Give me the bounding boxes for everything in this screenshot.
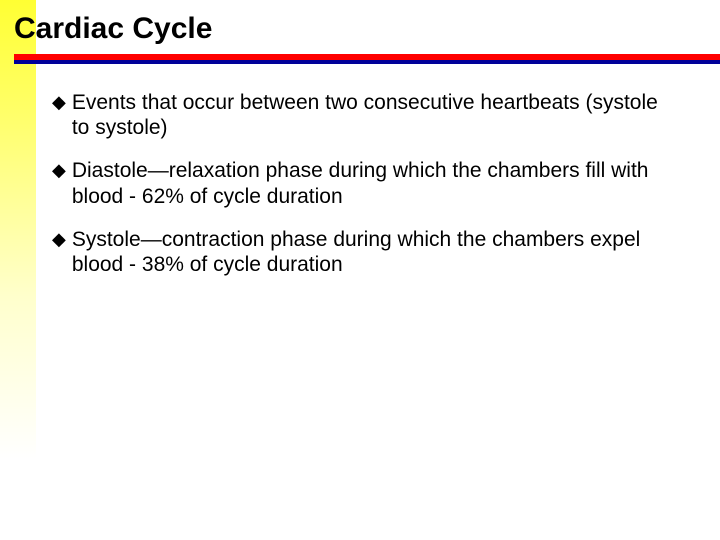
title-area: Cardiac Cycle: [0, 0, 720, 64]
bullet-item: ◆ Events that occur between two consecut…: [52, 90, 680, 140]
bullet-text: Systole—contraction phase during which t…: [72, 227, 680, 277]
diamond-bullet-icon: ◆: [52, 90, 66, 114]
bullet-item: ◆ Systole—contraction phase during which…: [52, 227, 680, 277]
title-divider: [14, 54, 720, 64]
diamond-bullet-icon: ◆: [52, 158, 66, 182]
diamond-bullet-icon: ◆: [52, 227, 66, 251]
bullet-text: Events that occur between two consecutiv…: [72, 90, 680, 140]
slide-title: Cardiac Cycle: [14, 12, 720, 46]
bullet-item: ◆ Diastole—relaxation phase during which…: [52, 158, 680, 208]
slide-content: ◆ Events that occur between two consecut…: [0, 64, 720, 277]
bullet-text: Diastole—relaxation phase during which t…: [72, 158, 680, 208]
